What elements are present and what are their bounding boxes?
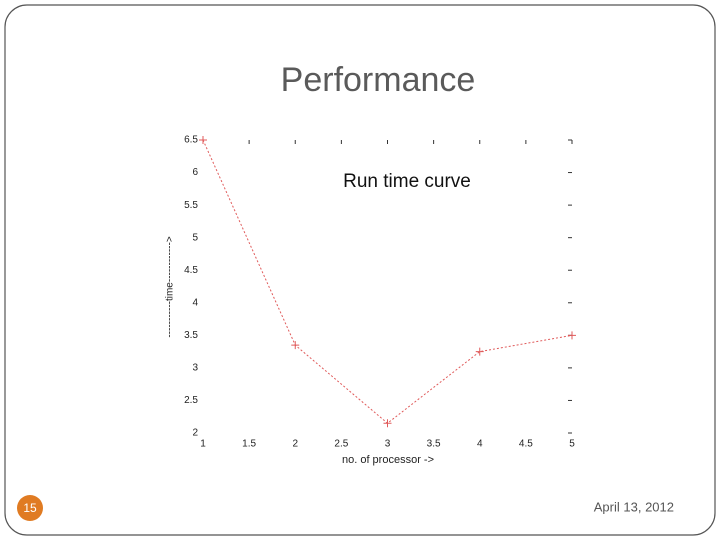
y-tick-label: 3.5 bbox=[184, 330, 198, 341]
slide-frame bbox=[4, 4, 716, 536]
y-tick-label: 2.5 bbox=[184, 395, 198, 406]
marker bbox=[383, 419, 392, 428]
marker bbox=[199, 136, 207, 144]
x-tick-label: 2 bbox=[292, 439, 298, 450]
y-tick-label: 3 bbox=[192, 363, 198, 374]
y-tick-label: 2 bbox=[192, 428, 198, 439]
y-tick-label: 4 bbox=[192, 297, 198, 308]
y-tick-label: 5.5 bbox=[184, 200, 198, 211]
y-tick-label: 6.5 bbox=[184, 135, 198, 146]
marker bbox=[475, 347, 484, 356]
x-tick-label: 4 bbox=[477, 439, 483, 450]
page-number: 15 bbox=[23, 501, 37, 515]
x-tick-label: 3 bbox=[385, 439, 391, 450]
x-tick-label: 1.5 bbox=[242, 439, 256, 450]
x-axis-label: no. of processor -> bbox=[342, 454, 434, 466]
y-tick-label: 5 bbox=[192, 232, 198, 243]
x-tick-label: 3.5 bbox=[427, 439, 441, 450]
page-badge bbox=[17, 495, 43, 521]
slide-title: Performance bbox=[281, 61, 476, 99]
x-tick-label: 2.5 bbox=[334, 439, 348, 450]
y-axis-label: -----------time------------> bbox=[165, 236, 176, 337]
marker bbox=[568, 331, 576, 340]
chart-title: Run time curve bbox=[343, 171, 471, 192]
marker bbox=[291, 341, 300, 350]
x-tick-label: 1 bbox=[200, 439, 206, 450]
x-tick-label: 4.5 bbox=[519, 439, 533, 450]
y-tick-label: 6 bbox=[192, 167, 198, 178]
y-tick-label: 4.5 bbox=[184, 265, 198, 276]
x-tick-label: 5 bbox=[569, 439, 575, 450]
slide-date: April 13, 2012 bbox=[594, 499, 674, 514]
